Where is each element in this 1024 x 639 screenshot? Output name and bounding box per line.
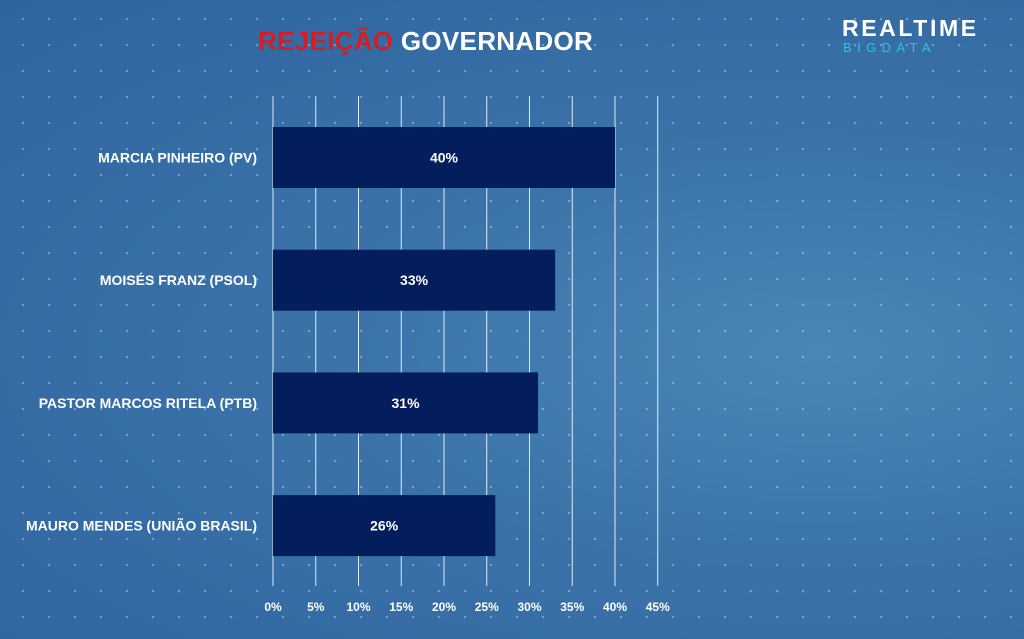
- x-tick-label: 5%: [307, 600, 325, 614]
- x-tick-label: 20%: [432, 600, 456, 614]
- bar: [273, 249, 556, 311]
- x-tick-label: 40%: [603, 600, 627, 614]
- x-tick-label: 15%: [389, 600, 413, 614]
- category-label: MOISÉS FRANZ (PSOL): [100, 272, 257, 288]
- x-tick-label: 25%: [475, 600, 499, 614]
- category-label: PASTOR MARCOS RITELA (PTB): [39, 395, 257, 411]
- title-accent: REJEIÇÃO: [258, 26, 394, 56]
- bar-value-label: 31%: [392, 395, 421, 411]
- category-label: MAURO MENDES (UNIÃO BRASIL): [26, 517, 257, 534]
- category-label: MARCIA PINHEIRO (PV): [98, 150, 257, 166]
- x-tick-label: 10%: [346, 600, 370, 614]
- realtime-bigdata-logo: REALTIME BIGDATA: [842, 15, 979, 55]
- bar-value-label: 33%: [400, 272, 429, 288]
- x-tick-label: 35%: [560, 600, 584, 614]
- bar-value-label: 26%: [370, 518, 399, 534]
- bar-value-label: 40%: [430, 150, 459, 166]
- bar: [273, 127, 615, 188]
- title-rest: GOVERNADOR: [400, 26, 594, 56]
- bar: [273, 372, 539, 434]
- logo-line1: REALTIME: [842, 15, 979, 41]
- x-tick-label: 45%: [646, 600, 670, 614]
- logo-line2: BIGDATA: [843, 40, 936, 55]
- chart-title: REJEIÇÃO GOVERNADOR: [258, 26, 593, 57]
- x-tick-label: 0%: [264, 600, 282, 614]
- bar: [273, 495, 496, 557]
- x-tick-label: 30%: [517, 600, 541, 614]
